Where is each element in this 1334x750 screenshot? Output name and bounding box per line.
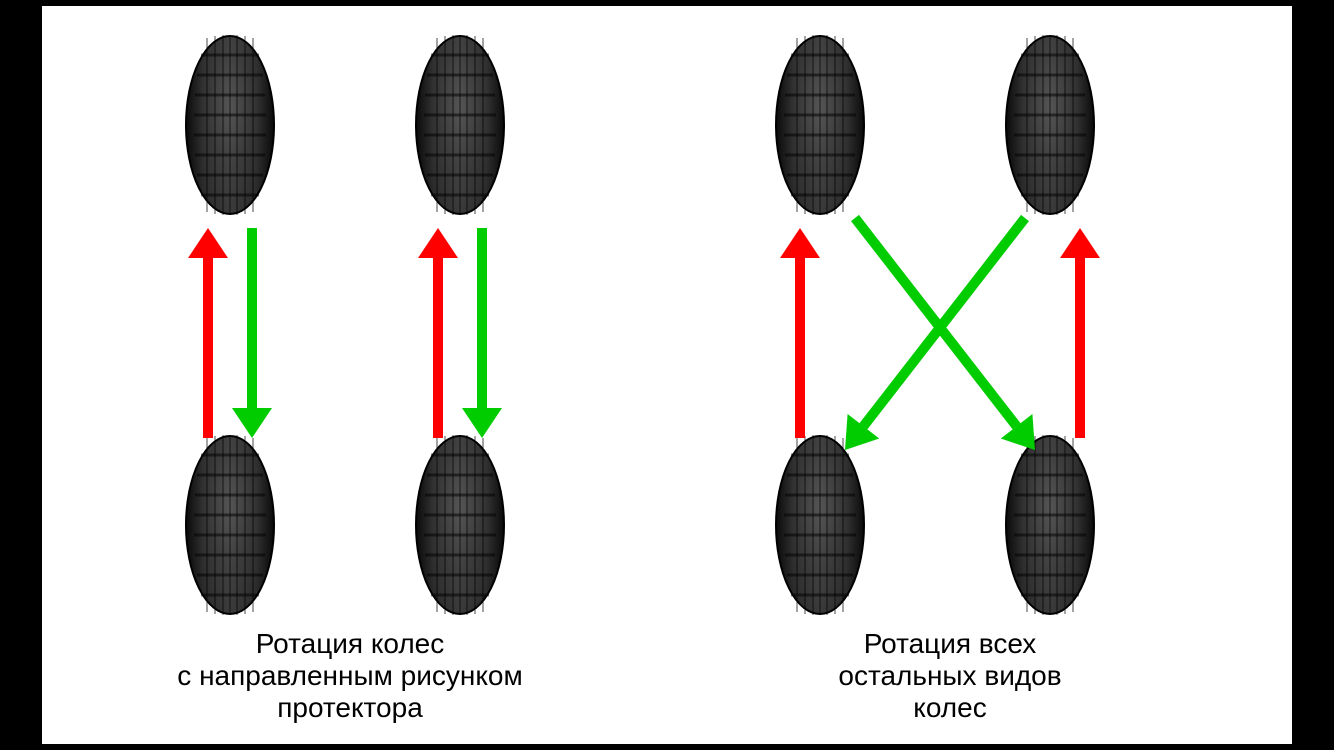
arrow-head-l-fl-up bbox=[188, 228, 228, 258]
arrow-shaft-r-cross-2 bbox=[863, 218, 1025, 426]
caption-left: Ротация колес с направленным рисунком пр… bbox=[120, 628, 580, 725]
arrow-shaft-r-cross-1 bbox=[855, 218, 1017, 426]
caption-right: Ротация всех остальных видов колес bbox=[780, 628, 1120, 725]
arrow-head-l-fl-down bbox=[232, 408, 272, 438]
arrow-head-l-fr-down bbox=[462, 408, 502, 438]
arrow-head-l-fr-up bbox=[418, 228, 458, 258]
arrow-head-r-fl-up bbox=[780, 228, 820, 258]
arrow-head-r-fr-up bbox=[1060, 228, 1100, 258]
